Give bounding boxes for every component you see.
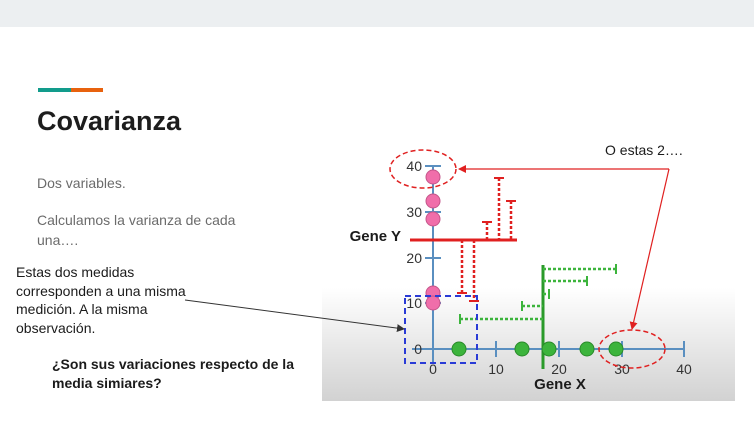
gene-x-point [608, 341, 624, 357]
y-tick-label-30: 30 [406, 204, 422, 220]
x-tick-label-40: 40 [676, 361, 692, 377]
gene-x-point [541, 341, 557, 357]
gene-x-point [514, 341, 530, 357]
slide-question: ¿Son sus variaciones respecto de la medi… [52, 356, 294, 391]
gene-x-point [451, 341, 467, 357]
gene-y-point [425, 193, 441, 209]
x-tick-label-20: 20 [551, 361, 567, 377]
y-tick-label-20: 20 [406, 250, 422, 266]
gene-y-point [425, 211, 441, 227]
gene-x-point [579, 341, 595, 357]
gene-y-point [425, 295, 441, 311]
title-accent-teal [38, 88, 71, 92]
y-tick-label-0: 0 [414, 341, 422, 357]
title-accent-orange [71, 88, 103, 92]
x-tick-label-10: 10 [488, 361, 504, 377]
body-line-1: Dos variables. [37, 175, 126, 191]
note-arrow [184, 299, 405, 333]
highlight-ellipse-right [598, 329, 666, 369]
top-bar [0, 0, 754, 27]
body-line-2: Calculamos la varianza de cada una…. [37, 212, 236, 248]
y-tick-label-10: 10 [406, 295, 422, 311]
observation-highlight-box [404, 295, 478, 364]
y-tick-label-40: 40 [406, 158, 422, 174]
callout-label: O estas 2…. [605, 142, 683, 158]
x-axis-title: Gene X [534, 376, 586, 393]
annotation-note: Estas dos medidas corresponden a una mis… [16, 264, 186, 336]
y-axis-title: Gene Y [350, 228, 401, 245]
gene-y-point [425, 169, 441, 185]
callout-arrow-to-right [629, 168, 670, 330]
x-tick-label-30: 30 [614, 361, 630, 377]
highlight-ellipse-top [389, 149, 457, 189]
slide-title: Covarianza [37, 106, 182, 136]
x-tick-label-0: 0 [429, 361, 437, 377]
